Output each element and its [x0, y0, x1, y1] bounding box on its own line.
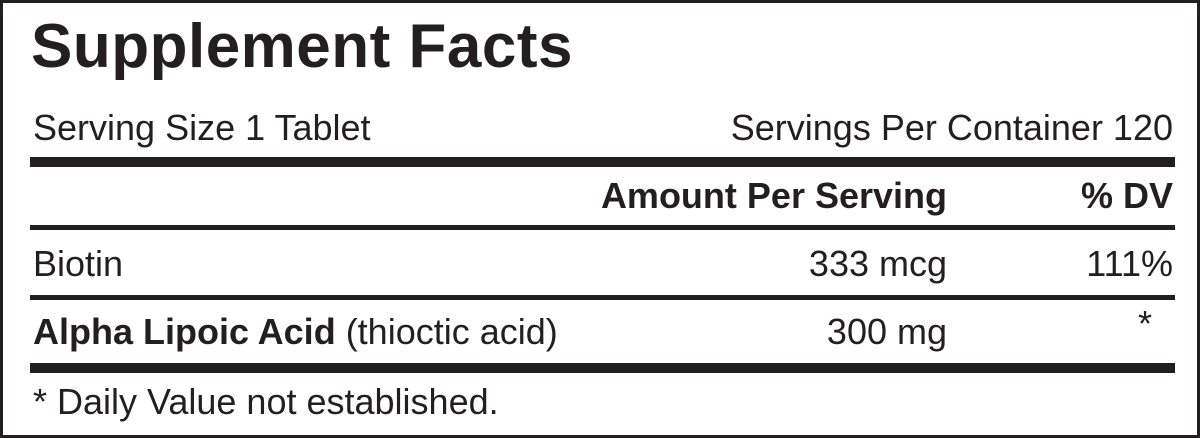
thick-divider [30, 157, 1175, 167]
row-label: Alpha Lipoic Acid (thioctic acid) [33, 311, 558, 353]
footnote: * Daily Value not established. [33, 381, 499, 422]
row-amount: 333 mcg [808, 243, 947, 284]
row-name: Biotin [33, 243, 124, 284]
servings-per-container: Servings Per Container 120 [730, 107, 1173, 148]
row-amount: 300 mg [826, 311, 947, 352]
serving-size: Serving Size 1 Tablet [33, 107, 371, 148]
dv-header: % DV [1080, 175, 1173, 216]
row-dv: 111% [1086, 243, 1173, 284]
divider [30, 225, 1175, 230]
divider [30, 295, 1175, 300]
title: Supplement Facts [31, 12, 573, 81]
row-dv: * [1137, 303, 1152, 344]
row-note: (thioctic acid) [335, 311, 558, 352]
row-name: Alpha Lipoic Acid [33, 311, 336, 352]
amount-header: Amount Per Serving [600, 175, 947, 216]
thick-divider [30, 363, 1175, 373]
